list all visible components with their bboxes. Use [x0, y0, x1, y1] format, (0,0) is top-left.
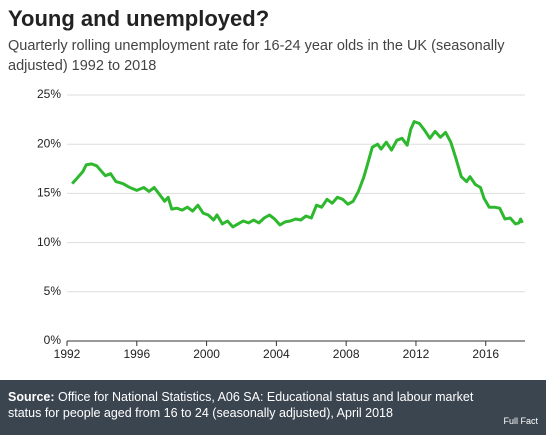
x-tick-label: 2012: [403, 347, 430, 361]
logo: Full Fact: [503, 416, 538, 426]
x-tick-label: 2016: [472, 347, 499, 361]
chart: Young and unemployed? Quarterly rolling …: [8, 6, 525, 361]
subtitle-box: Quarterly rolling unemployment rate for …: [8, 38, 505, 74]
y-tick-label: 25%: [37, 87, 61, 101]
x-tick-label: 1992: [54, 347, 81, 361]
y-tick-label: 15%: [37, 186, 61, 200]
source-text: Office for National Statistics, A06 SA: …: [8, 390, 474, 420]
y-tick-label: 0%: [44, 333, 62, 347]
x-tick-label: 2004: [263, 347, 290, 361]
y-tick-label: 5%: [44, 284, 62, 298]
chart-subtitle: Quarterly rolling unemployment rate for …: [8, 38, 505, 74]
source-label: Source:: [8, 390, 55, 404]
y-tick-label: 10%: [37, 235, 61, 249]
chart-title: Young and unemployed?: [8, 6, 269, 31]
x-tick-label: 2008: [333, 347, 360, 361]
footer: Source: Office for National Statistics, …: [0, 380, 546, 435]
x-tick-label: 2000: [193, 347, 220, 361]
y-tick-label: 20%: [37, 136, 61, 150]
data-line: [71, 120, 524, 229]
x-tick-label: 1996: [123, 347, 150, 361]
